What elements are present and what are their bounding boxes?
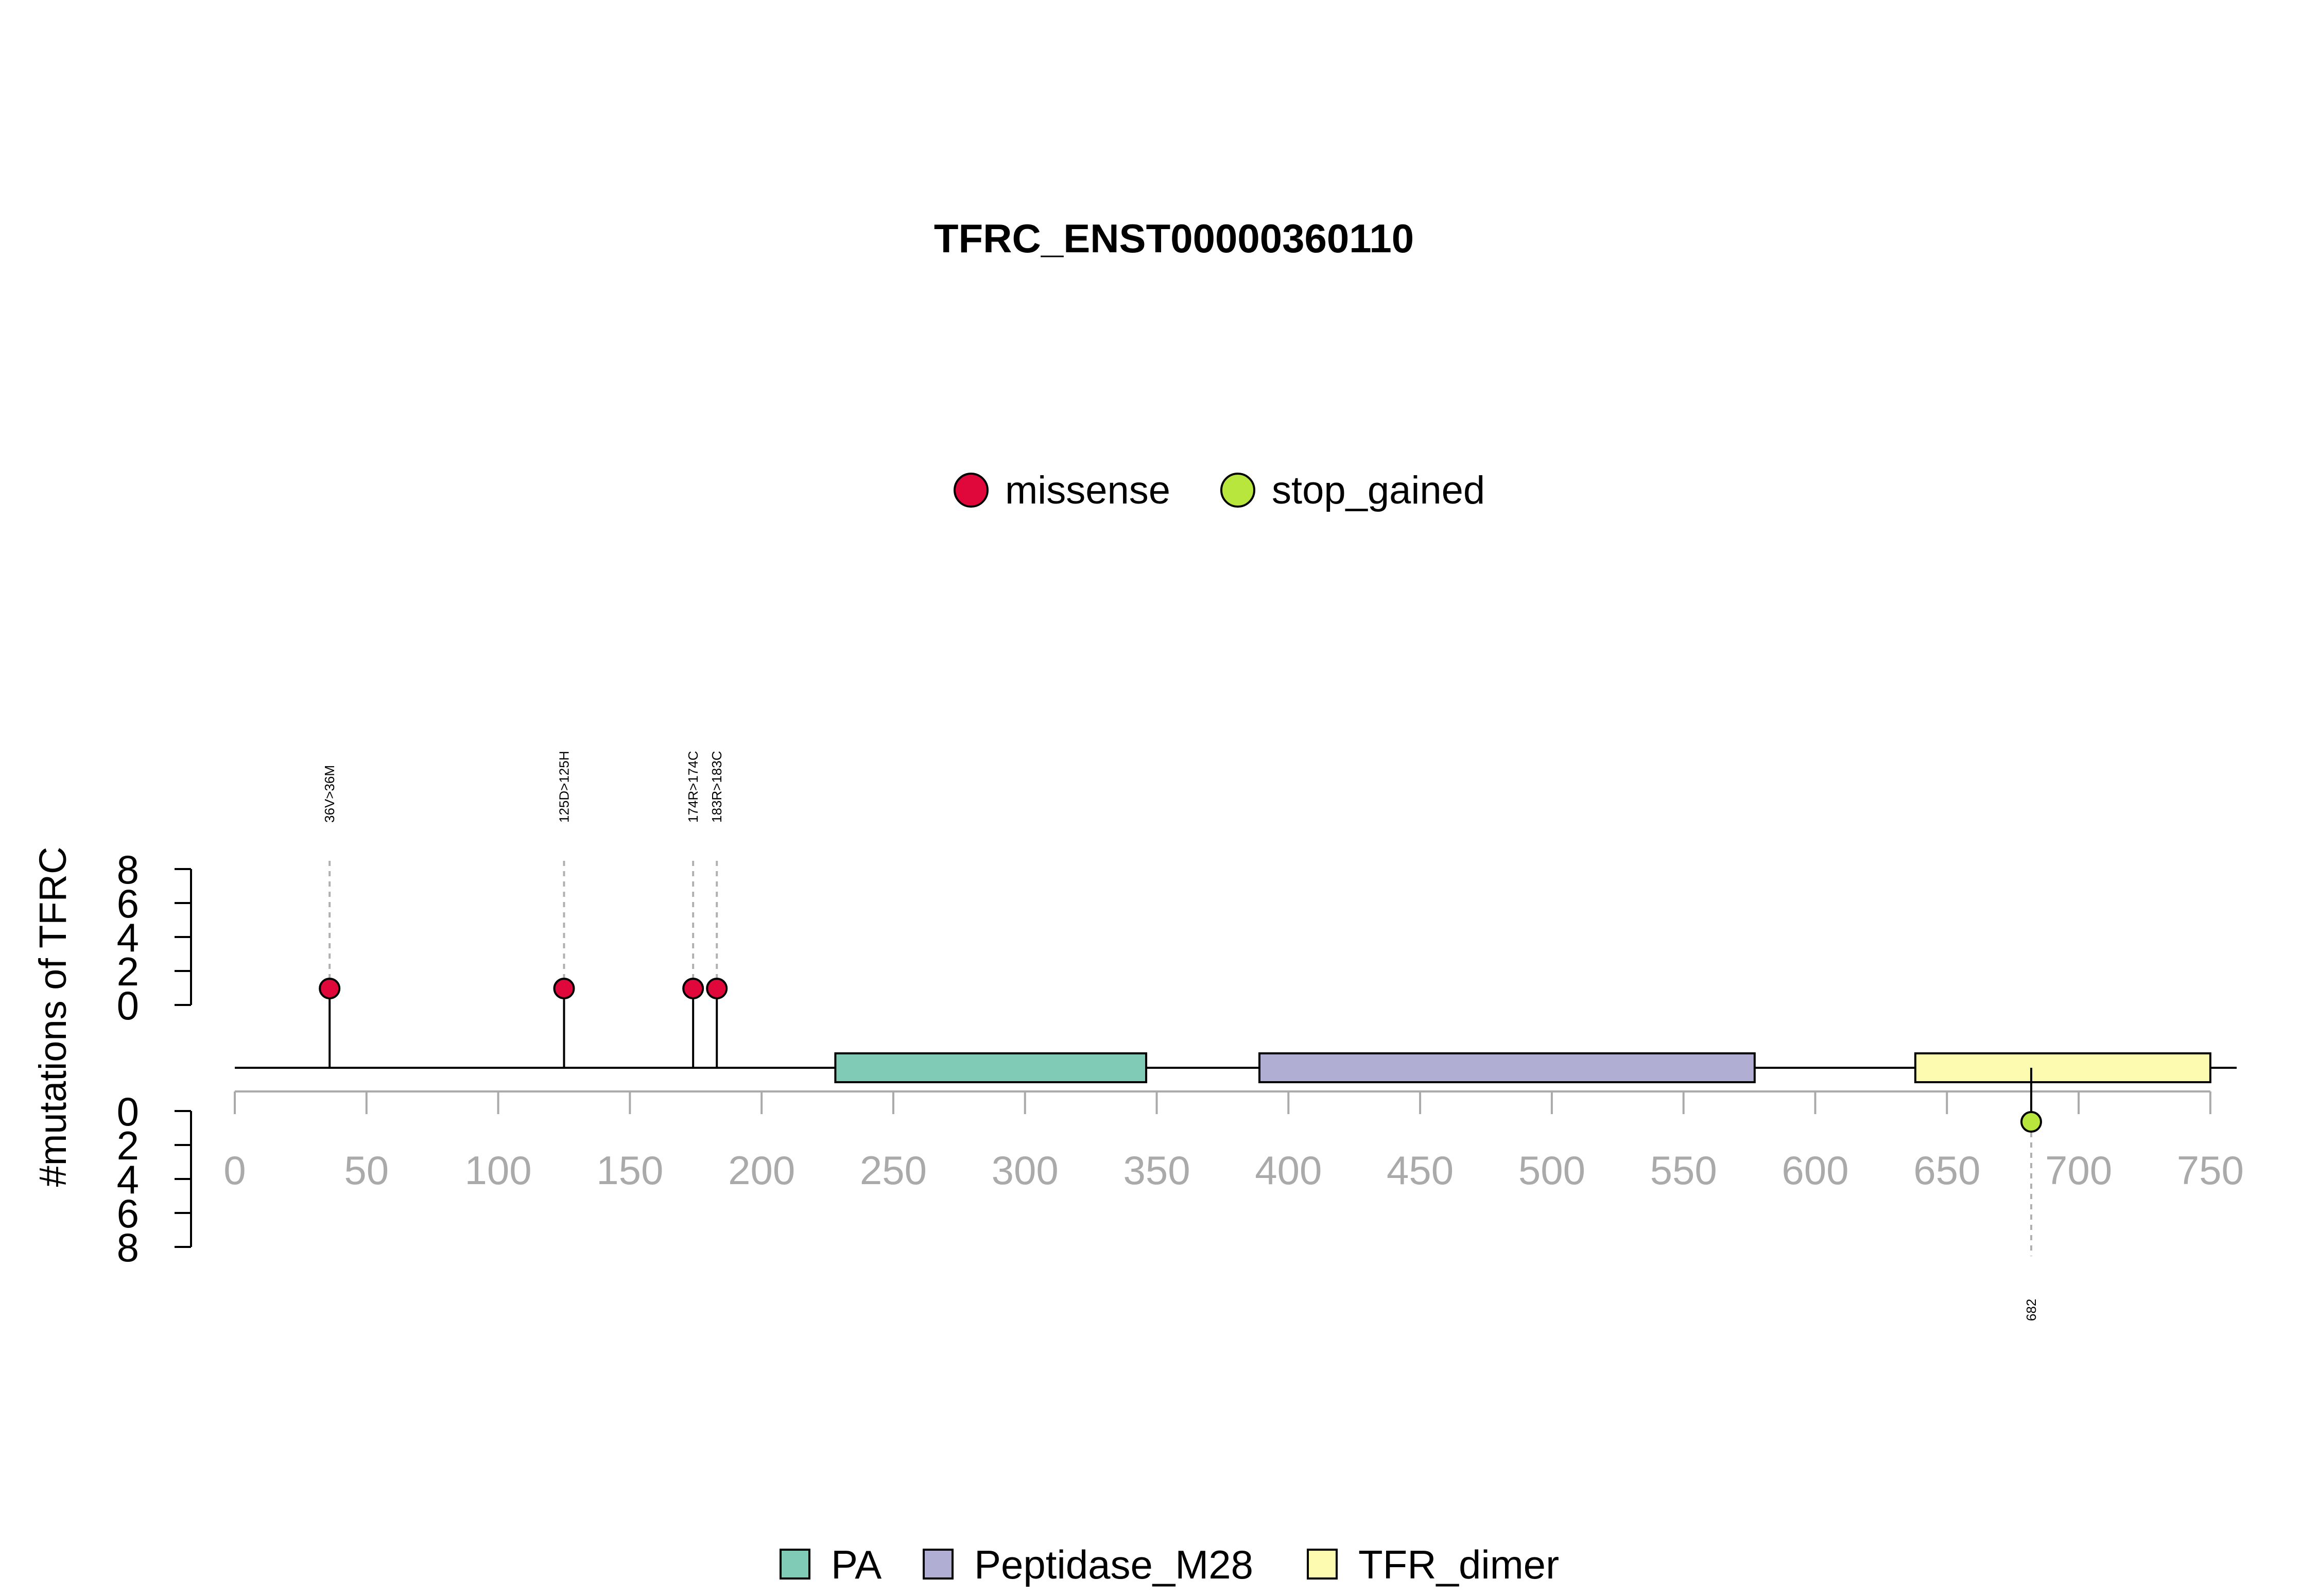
domain-Peptidase_M28 <box>1258 1052 1756 1083</box>
y-axis-bottom-tick-label: 0 <box>117 1089 139 1134</box>
legend-swatch-PA <box>780 1549 810 1580</box>
x-tick-label: 400 <box>1255 1148 1322 1193</box>
mutation-legend: missense stop_gained <box>954 469 1485 512</box>
legend-label-PA: PA <box>831 1542 881 1587</box>
mutation-head-missense <box>706 978 728 999</box>
y-axis-top-tick-label: 0 <box>117 983 139 1028</box>
x-tick-label: 550 <box>1650 1148 1717 1193</box>
y-axis-bottom-tick-label: 2 <box>117 1123 139 1168</box>
chart-title: TFRC_ENST00000360110 <box>934 216 1414 261</box>
x-tick-label: 50 <box>344 1148 389 1193</box>
legend-swatch-stop_gained <box>1220 473 1255 508</box>
domain-TFR_dimer <box>1914 1052 2211 1083</box>
x-tick-label: 100 <box>465 1148 532 1193</box>
x-axis: 0 50 100 150 200 250 300 350 400 450 500 550 600 650 7… <box>223 1090 2244 1193</box>
protein-track <box>235 1052 2237 1083</box>
x-tick-label: 450 <box>1387 1148 1454 1193</box>
y-axis-top-tick-label: 6 <box>117 881 139 926</box>
legend-swatch-TFR_dimer <box>1307 1549 1338 1580</box>
y-axis-bottom-tick-label: 6 <box>117 1191 139 1236</box>
mutation-head-stop_gained <box>2020 1111 2042 1133</box>
x-tick-label: 150 <box>596 1148 663 1193</box>
y-axis-bottom-tick-label: 8 <box>117 1225 139 1270</box>
x-tick-label: 650 <box>1913 1148 1980 1193</box>
y-axis-bottom-tick-label: 4 <box>117 1157 139 1202</box>
legend-swatch-missense <box>954 473 989 508</box>
legend-label-TFR_dimer: TFR_dimer <box>1358 1542 1559 1587</box>
y-axis-top-tick-label: 4 <box>117 915 139 960</box>
x-tick-label: 200 <box>728 1148 795 1193</box>
x-tick-label: 750 <box>2177 1148 2244 1193</box>
legend-label-Peptidase_M28: Peptidase_M28 <box>974 1542 1253 1587</box>
mutation-label: 174R>174C <box>685 751 701 823</box>
legend-swatch-Peptidase_M28 <box>923 1549 954 1580</box>
mutation-label: 183R>183C <box>709 751 724 823</box>
mutation-head-missense <box>553 978 575 999</box>
x-tick-label: 300 <box>992 1148 1059 1193</box>
x-tick-label: 500 <box>1518 1148 1585 1193</box>
mutation-label: 36V>36M <box>322 765 337 823</box>
x-tick-label: 0 <box>223 1148 246 1193</box>
mutation-label: 125D>125H <box>556 751 572 823</box>
y-axis-label: #mutations of TFRC <box>31 847 74 1187</box>
legend-label-missense: missense <box>1005 469 1170 512</box>
x-tick-label: 700 <box>2045 1148 2112 1193</box>
mutation-head-missense <box>319 978 341 999</box>
y-axis-top-tick-label: 2 <box>117 949 139 994</box>
y-axis-top-tick-label: 8 <box>117 847 139 892</box>
x-tick-label: 350 <box>1123 1148 1190 1193</box>
domain-PA <box>834 1052 1148 1083</box>
legend-label-stop_gained: stop_gained <box>1272 469 1485 512</box>
x-tick-label: 250 <box>860 1148 927 1193</box>
domain-legend: PA Peptidase_M28 TFR_dimer <box>780 1542 1559 1587</box>
mutation-head-missense <box>682 978 704 999</box>
mutation-label: 682 <box>2024 1299 2039 1321</box>
mutation-lollipops: 36V>36M 125D>125H 174R>174C 183R>183C 682 <box>319 751 2042 1321</box>
x-tick-label: 600 <box>1782 1148 1848 1193</box>
